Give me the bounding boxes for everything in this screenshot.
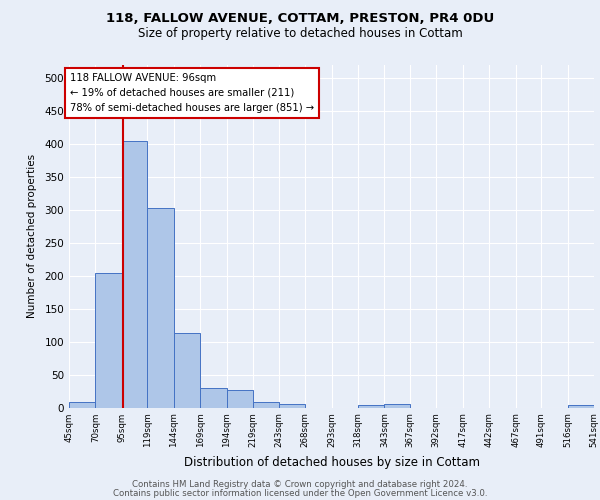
Bar [122, 142, 148, 408]
Text: Contains public sector information licensed under the Open Government Licence v3: Contains public sector information licen… [113, 489, 487, 498]
Bar [148, 208, 174, 408]
Text: Size of property relative to detached houses in Cottam: Size of property relative to detached ho… [137, 28, 463, 40]
Bar [174, 333, 200, 407]
Bar [227, 390, 253, 407]
Bar [568, 405, 594, 407]
Text: 118, FALLOW AVENUE, COTTAM, PRESTON, PR4 0DU: 118, FALLOW AVENUE, COTTAM, PRESTON, PR4… [106, 12, 494, 26]
Bar [385, 404, 410, 407]
Text: Contains HM Land Registry data © Crown copyright and database right 2024.: Contains HM Land Registry data © Crown c… [132, 480, 468, 489]
Bar [253, 402, 278, 407]
Bar [69, 402, 95, 407]
Bar [278, 404, 305, 407]
Y-axis label: Number of detached properties: Number of detached properties [28, 154, 37, 318]
Bar [358, 405, 385, 407]
Bar [200, 388, 227, 407]
Bar [95, 273, 122, 407]
Text: 118 FALLOW AVENUE: 96sqm
← 19% of detached houses are smaller (211)
78% of semi-: 118 FALLOW AVENUE: 96sqm ← 19% of detach… [70, 73, 314, 112]
X-axis label: Distribution of detached houses by size in Cottam: Distribution of detached houses by size … [184, 456, 479, 468]
